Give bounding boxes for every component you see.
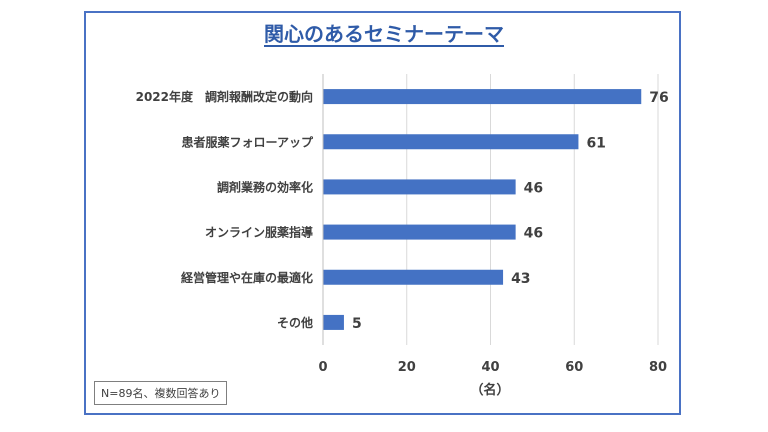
bar-1: [323, 134, 579, 150]
value-label-1: 61: [586, 135, 605, 151]
bar-4: [323, 269, 504, 285]
value-label-2: 46: [524, 180, 543, 196]
chart-frame: [84, 11, 681, 415]
category-label-5: その他: [277, 315, 313, 330]
bar-2: [323, 179, 516, 195]
x-axis-title: （名）: [470, 382, 509, 398]
bar-0: [323, 89, 642, 105]
x-tick-label-3: 60: [565, 360, 583, 375]
category-label-0: 2022年度 調剤報酬改定の動向: [136, 89, 313, 104]
sample-note: N=89名、複数回答あり: [94, 381, 228, 405]
bar-5: [323, 314, 344, 330]
category-label-2: 調剤業務の効率化: [217, 179, 313, 194]
x-tick-label-4: 80: [649, 360, 667, 375]
x-tick-label-0: 0: [318, 360, 327, 375]
value-label-0: 76: [649, 90, 668, 106]
chart-title-text: 関心のあるセミナーテーマ: [264, 22, 504, 46]
value-label-3: 46: [524, 226, 543, 242]
category-label-3: オンライン服薬指導: [205, 225, 313, 240]
value-label-5: 5: [352, 316, 362, 332]
x-tick-label-1: 20: [398, 360, 416, 375]
value-label-4: 43: [511, 271, 530, 287]
bar-3: [323, 224, 516, 240]
category-label-1: 患者服薬フォローアップ: [181, 134, 314, 149]
chart-title: 関心のあるセミナーテーマ: [0, 18, 768, 47]
category-label-4: 経営管理や在庫の最適化: [181, 270, 313, 285]
x-tick-label-2: 40: [481, 360, 499, 375]
